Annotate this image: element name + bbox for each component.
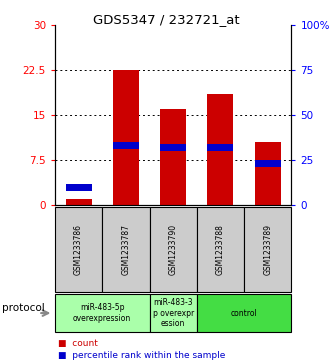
Text: protocol: protocol	[2, 303, 44, 313]
Text: control: control	[231, 309, 257, 318]
Bar	[66, 199, 92, 205]
Text: ■  percentile rank within the sample: ■ percentile rank within the sample	[58, 351, 226, 360]
Text: GSM1233787: GSM1233787	[121, 224, 131, 275]
Text: miR-483-5p
overexpression: miR-483-5p overexpression	[73, 303, 131, 323]
Bar	[255, 142, 281, 205]
Text: GSM1233788: GSM1233788	[216, 224, 225, 275]
Bar	[113, 70, 139, 205]
Text: GSM1233786: GSM1233786	[74, 224, 83, 275]
Bar	[255, 160, 281, 167]
Bar	[66, 184, 92, 191]
Bar	[160, 144, 186, 151]
Bar	[207, 144, 233, 151]
Text: ■  count: ■ count	[58, 339, 98, 347]
Bar	[113, 142, 139, 150]
Text: GDS5347 / 232721_at: GDS5347 / 232721_at	[93, 13, 240, 26]
Text: GSM1233790: GSM1233790	[168, 224, 178, 275]
Bar	[207, 94, 233, 205]
Text: GSM1233789: GSM1233789	[263, 224, 272, 275]
Bar	[160, 109, 186, 205]
Text: miR-483-3
p overexpr
ession: miR-483-3 p overexpr ession	[153, 298, 194, 328]
